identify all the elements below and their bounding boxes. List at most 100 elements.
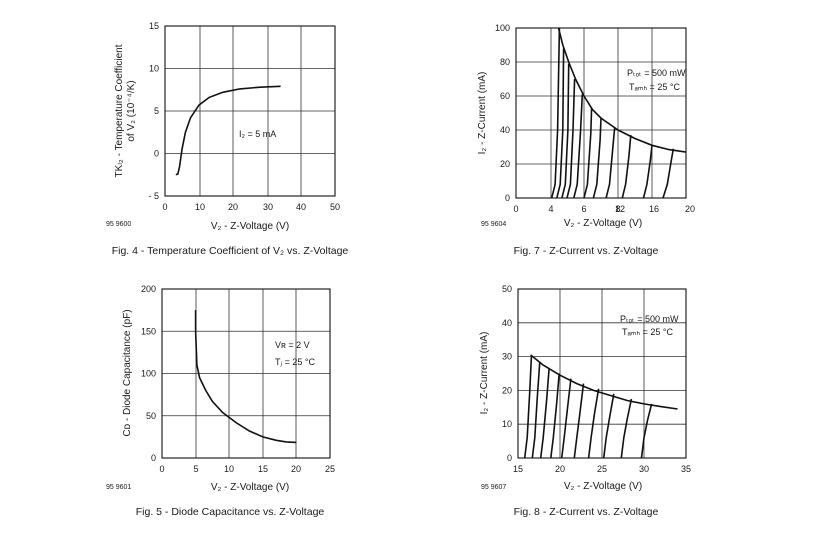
fig4-figure-code: 95 9600: [106, 221, 131, 228]
fig8-series-line: [573, 383, 585, 459]
fig7-xtick-label: 12: [615, 204, 625, 214]
fig5-ytick-label: 150: [141, 326, 156, 336]
fig7-plot-frame: [515, 27, 687, 199]
fig7-chart: 0 20 40 60 80 100 0 4 6 812 16 20 Pₜₒₜ = 500 mW Tₐₘₕ …: [477, 23, 695, 257]
fig8-plot-frame: [517, 288, 687, 459]
fig4-y-axis-label: TKₗ₂ - Temperature Coefficient: [114, 44, 125, 177]
fig8-annotation: Tₐₘₕ = 25 °C: [622, 327, 673, 337]
fig7-x-axis-label: V₂ - Z-Voltage (V): [564, 218, 642, 229]
fig8-ytick-label: 0: [507, 453, 512, 463]
fig4-xtick-label: 40: [296, 202, 306, 212]
fig5-xtick-label: 0: [159, 464, 164, 474]
fig8-xtick-label: 25: [597, 464, 607, 474]
fig8-y-axis-label: I₂ - Z-Current (mA): [479, 332, 490, 415]
fig4-caption: Fig. 4 - Temperature Coefficient of V₂ v…: [112, 245, 349, 257]
fig4-ytick-label: 15: [149, 21, 159, 31]
fig4-plot-frame: [164, 25, 336, 197]
fig5-annotation: Vʀ = 2 V: [275, 340, 310, 350]
fig7-xtick-label: 4: [548, 204, 553, 214]
fig7-series-line: [592, 118, 602, 199]
fig5-annotation: Tⱼ = 25 °C: [275, 357, 315, 367]
fig7-xtick-label: 8: [615, 204, 620, 214]
fig5-ytick-label: 100: [141, 369, 156, 379]
fig7-series-line: [550, 27, 561, 199]
fig8-ytick-label: 50: [502, 284, 512, 294]
fig7-series-line: [583, 107, 593, 199]
fig7-figure-code: 95 9604: [481, 221, 506, 228]
fig5-xtick-label: 5: [193, 464, 198, 474]
fig7-series-line: [642, 145, 653, 199]
fig7-caption: Fig. 7 - Z-Current vs. Z-Voltage: [514, 245, 659, 257]
fig7-xtick-label: 20: [685, 204, 695, 214]
fig5-plot-frame: [161, 288, 331, 459]
fig5-ytick-label: 200: [141, 284, 156, 294]
fig7-ytick-label: 60: [500, 91, 510, 101]
fig4-xtick-label: 50: [330, 202, 340, 212]
fig4-ytick-label: 0: [154, 149, 159, 159]
fig4-annotation: I₂ = 5 mA: [239, 129, 276, 139]
fig8-xtick-label: 20: [555, 464, 565, 474]
fig8-series-line: [587, 388, 600, 459]
fig8-ytick-label: 10: [502, 419, 512, 429]
fig5-figure-code: 95 9601: [106, 484, 131, 491]
fig5-series-line: [194, 310, 297, 444]
fig8-figure-code: 95 9607: [481, 484, 506, 491]
fig7-xtick-label: 6: [581, 204, 586, 214]
fig8-caption: Fig. 8 - Z-Current vs. Z-Voltage: [514, 506, 659, 518]
fig8-x-axis-label: V₂ - Z-Voltage (V): [564, 481, 642, 492]
fig7-series-line: [605, 128, 616, 199]
fig7-ytick-label: 100: [495, 23, 510, 33]
fig8-series-line: [539, 368, 550, 459]
fig7-ytick-label: 20: [500, 159, 510, 169]
fig4-ytick-label: - 5: [148, 191, 159, 201]
fig7-ytick-label: 40: [500, 125, 510, 135]
fig4-ytick-label: 10: [149, 64, 159, 74]
fig4-xtick-label: 30: [263, 202, 273, 212]
fig5-xtick-label: 15: [258, 464, 268, 474]
fig4-x-axis-label: V₂ - Z-Voltage (V): [211, 221, 289, 232]
fig8-xtick-label: 35: [681, 464, 691, 474]
fig5-chart: 0 50 100 150 200 0 5 10 15 20 25 Vʀ = 2 V Tⱼ = 25 °C…: [106, 284, 335, 518]
fig7-series-line: [556, 48, 565, 199]
fig4-xtick-label: 10: [195, 202, 205, 212]
fig7-annotation: Pₜₒₜ = 500 mW: [627, 68, 686, 78]
fig7-series-line: [662, 148, 675, 199]
fig7-series-line: [566, 78, 576, 199]
fig5-y-axis-label: Cᴅ - Diode Capacitance (pF): [122, 309, 133, 436]
fig4-xtick-label: 20: [228, 202, 238, 212]
fig7-ytick-label: 0: [505, 193, 510, 203]
fig8-ytick-label: 40: [502, 318, 512, 328]
fig7-y-axis-label: I₂ - Z-Current (mA): [477, 72, 488, 155]
fig7-xtick-label: 0: [513, 204, 518, 214]
fig5-ytick-label: 0: [151, 453, 156, 463]
fig8-series-line: [523, 356, 533, 459]
fig5-caption: Fig. 5 - Diode Capacitance vs. Z-Voltage: [136, 506, 325, 518]
fig8-chart: 0 10 20 30 40 50 15 20 25 30 35 Pₜₒₜ = 500 mW Tₐₘₕ =…: [479, 284, 691, 518]
fig5-xtick-label: 25: [325, 464, 335, 474]
fig4-series-line: [175, 85, 281, 176]
fig8-annotation: Pₜₒₜ = 500 mW: [620, 314, 679, 324]
fig7-xtick-label: 16: [649, 204, 659, 214]
fig8-envelope-curve: [530, 354, 678, 410]
fig8-series-line: [531, 361, 541, 459]
fig8-xtick-label: 15: [513, 464, 523, 474]
fig4-y-axis-label-unit: of V₂ (10⁻⁴/K): [126, 80, 137, 141]
fig7-envelope-curve: [557, 27, 687, 153]
fig8-ytick-label: 30: [502, 352, 512, 362]
fig4-ytick-label: 5: [154, 106, 159, 116]
fig7-series-line: [621, 135, 632, 199]
fig8-series-line: [602, 393, 615, 459]
fig7-series-line: [561, 63, 570, 199]
fig8-xtick-label: 30: [639, 464, 649, 474]
fig8-series-line: [550, 373, 560, 459]
fig7-annotation: Tₐₘₕ = 25 °C: [629, 82, 680, 92]
fig5-x-axis-label: V₂ - Z-Voltage (V): [211, 482, 289, 493]
fig8-ytick-label: 20: [502, 385, 512, 395]
fig5-ytick-label: 50: [146, 411, 156, 421]
fig7-ytick-label: 80: [500, 57, 510, 67]
fig5-xtick-label: 20: [291, 464, 301, 474]
fig8-series-line: [560, 378, 572, 459]
fig8-series-line: [640, 403, 653, 459]
